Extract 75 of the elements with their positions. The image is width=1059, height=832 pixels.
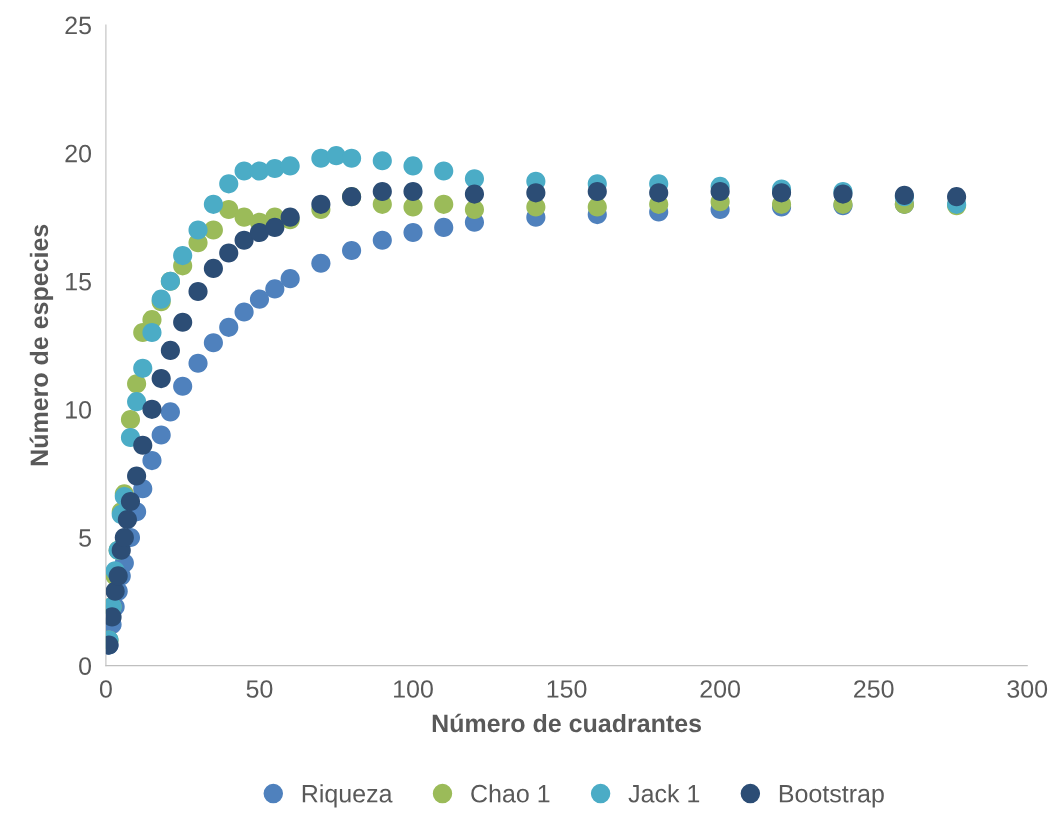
point [710, 181, 730, 202]
y-tick-label: 5 [79, 529, 91, 547]
point [114, 527, 134, 548]
point [117, 509, 137, 530]
legend-label: Bootstrap [779, 785, 884, 808]
point [464, 184, 484, 204]
point [403, 222, 423, 243]
point [403, 156, 423, 176]
point [127, 466, 147, 486]
point [526, 183, 546, 203]
point [649, 183, 669, 203]
point [311, 253, 331, 273]
x-tick-label: 300 [1007, 680, 1048, 698]
point [342, 148, 362, 168]
point [234, 302, 254, 322]
y-tick-label: 10 [66, 400, 92, 419]
point [342, 240, 362, 261]
x-tick-label: 0 [99, 680, 112, 698]
y-tick-label: 20 [65, 144, 92, 163]
point [434, 217, 454, 237]
point [219, 243, 239, 263]
point [160, 402, 180, 422]
point [120, 410, 141, 430]
legend-label: Riqueza [302, 784, 393, 808]
point [219, 174, 239, 194]
y-tick-label: 25 [65, 16, 91, 35]
legend-label: Jack 1 [628, 784, 700, 803]
point [173, 376, 193, 396]
point [234, 230, 254, 250]
x-axis-title: Número de cuadrantes [432, 713, 701, 733]
point [133, 358, 153, 378]
x-tick-label: 100 [394, 680, 433, 698]
point [372, 151, 392, 171]
point [587, 181, 607, 202]
point [265, 217, 285, 237]
point [188, 281, 208, 302]
point [249, 289, 270, 309]
point [127, 392, 147, 412]
point [203, 194, 223, 214]
point [280, 269, 300, 289]
point [160, 340, 180, 360]
point [219, 317, 239, 337]
point [311, 194, 331, 214]
y-tick-label: 15 [66, 273, 91, 291]
y-tick-label: 0 [79, 657, 92, 675]
x-tick-label: 50 [246, 680, 273, 698]
point [372, 230, 392, 250]
point [142, 399, 162, 419]
legend-label: Chao 1 [471, 784, 550, 803]
point [372, 181, 392, 202]
point [127, 374, 147, 394]
point [188, 220, 208, 240]
point [947, 187, 967, 207]
point [151, 425, 171, 445]
point [203, 333, 223, 353]
point [434, 161, 454, 181]
x-tick-label: 200 [700, 680, 740, 698]
x-tick-label: 150 [547, 680, 587, 698]
point [265, 279, 285, 299]
point [403, 181, 423, 202]
point [280, 156, 300, 176]
point [249, 222, 270, 243]
point [173, 246, 193, 266]
point [142, 322, 162, 343]
point [434, 194, 454, 214]
point [173, 312, 193, 332]
point [151, 369, 171, 389]
y-axis-title: Número de especies [29, 224, 54, 466]
point [133, 435, 153, 455]
point [120, 492, 141, 512]
point [142, 451, 162, 471]
point [203, 258, 223, 278]
x-tick-label: 250 [854, 680, 894, 698]
point [234, 207, 254, 227]
point [188, 353, 208, 373]
